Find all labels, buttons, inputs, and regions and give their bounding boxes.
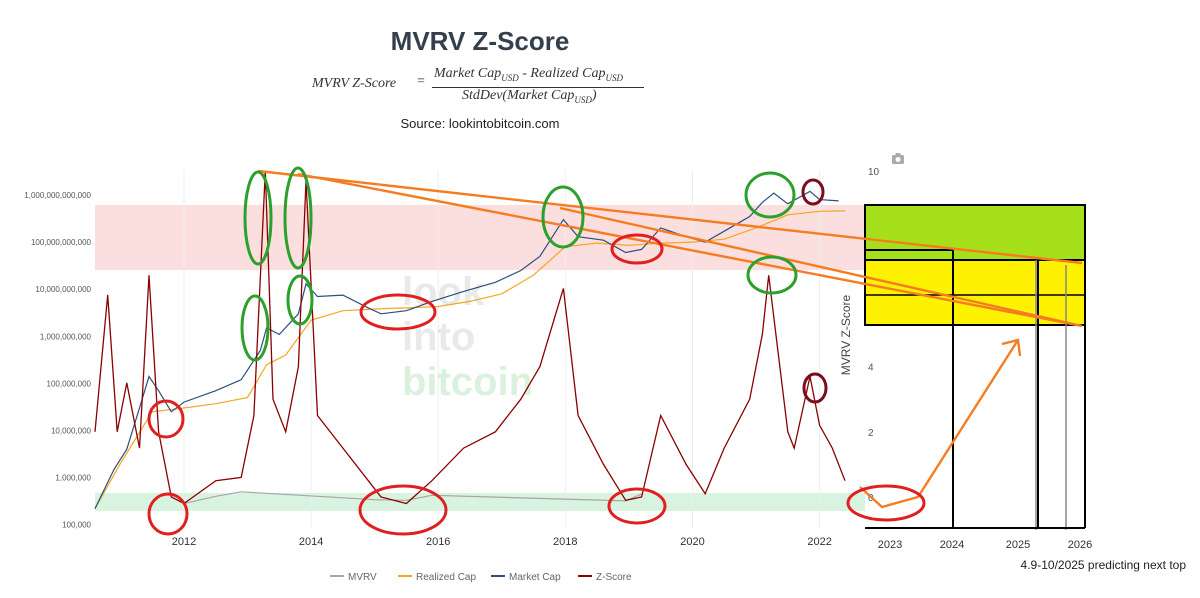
camera-icon[interactable] — [892, 153, 904, 164]
x-axis-ticks: 2012 2014 2016 2018 2020 2022 2023 2024 2025 2026 — [172, 536, 1092, 551]
left-axis-tick-label: 100,000 — [62, 521, 91, 530]
legend-label[interactable]: Z-Score — [596, 572, 632, 583]
darkred-circle-2021-z — [802, 372, 828, 404]
projection-arrow — [859, 339, 1020, 509]
green-circle-2014-cap — [286, 274, 314, 326]
green-circle-2013-top — [243, 170, 273, 266]
formula-numerator: Market CapUSD - Realized CapUSD — [434, 66, 623, 83]
left-axis-ticks: 1,000,000,000,000 100,000,000,000 10,000,0… — [24, 191, 91, 530]
right-axis-tick-label: 4 — [868, 363, 874, 374]
green-circle-2018-top — [541, 185, 585, 249]
red-circle-2011-bottom — [147, 492, 189, 536]
extension-x-tick-label: 2025 — [1006, 539, 1030, 551]
extension-x-tick-label: 2026 — [1068, 539, 1092, 551]
projection-arrowhead — [1001, 338, 1022, 357]
lime-box — [864, 204, 1086, 266]
pink-band — [95, 205, 865, 270]
x-axis-tick-label: 2022 — [807, 536, 831, 548]
series-line-market-cap — [94, 190, 839, 509]
red-circle-2019-bottom — [607, 487, 667, 525]
x-gridlines — [183, 170, 821, 528]
left-axis-tick-label: 100,000,000,000 — [31, 238, 92, 247]
formula-equals: = — [417, 74, 425, 89]
x-axis-tick-label: 2016 — [426, 536, 450, 548]
formula-fraction-bar — [432, 87, 644, 88]
red-circle-2015-bottom — [358, 484, 448, 536]
x-axis-tick-label: 2014 — [299, 536, 323, 548]
formula-lhs: MVRV Z-Score — [312, 76, 397, 91]
x-axis-tick-label: 2020 — [680, 536, 704, 548]
formula-den-close: ) — [591, 88, 597, 103]
yellow-box — [864, 259, 1086, 326]
red-circle-2015-cap — [359, 293, 437, 331]
trend-lines — [257, 169, 1083, 509]
series-line-z-score — [94, 170, 846, 505]
left-axis-tick-label: 100,000,000 — [47, 379, 92, 388]
left-axis-tick-label: 10,000,000,000 — [35, 285, 91, 294]
green-band — [95, 493, 865, 511]
formula-denominator: StdDev(Market CapUSD) — [462, 88, 597, 105]
x-axis-tick-label: 2018 — [553, 536, 577, 548]
legend-label[interactable]: Realized Cap — [416, 572, 476, 583]
darkred-circle-2021-cap — [801, 178, 825, 206]
green-circle-2021-cap — [744, 171, 796, 219]
formula-num-sub1: USD — [501, 72, 519, 83]
formula-den-sub: USD — [574, 94, 592, 105]
formula-num-term2: - Realized Cap — [518, 66, 606, 81]
legend: MVRV Realized Cap Market Cap Z-Score — [330, 572, 632, 583]
right-axis-tick-label: 10 — [868, 167, 880, 178]
green-circle-2014-top — [283, 166, 313, 270]
left-axis-tick-label: 1,000,000,000,000 — [24, 191, 91, 200]
formula-num-sub2: USD — [605, 72, 623, 83]
series-line-realized-cap — [94, 210, 846, 509]
green-circle-2013-cap — [240, 294, 270, 362]
red-circle-2022-bottom — [846, 484, 926, 522]
extension-x-tick-label: 2023 — [878, 539, 902, 551]
right-axis-label: MVRV Z-Score — [839, 294, 853, 375]
trend-line-upper — [257, 169, 1083, 265]
left-axis-tick-label: 1,000,000,000 — [40, 332, 92, 341]
red-circle-2011-cap — [147, 399, 185, 439]
red-circle-2019-cap — [610, 233, 664, 265]
watermark-line2: into — [402, 315, 475, 359]
green-circle-2021-z — [746, 255, 798, 295]
right-axis-tick-label: 2 — [868, 428, 874, 439]
chart-source: Source: lookintobitcoin.com — [400, 116, 560, 131]
left-axis-tick-label: 1,000,000 — [55, 474, 91, 483]
projection-overlay — [864, 204, 1086, 530]
extension-x-tick-label: 2024 — [940, 539, 964, 551]
watermark-line3: bitcoin — [402, 360, 533, 404]
legend-label[interactable]: Market Cap — [509, 572, 561, 583]
trend-line-middle — [559, 206, 1083, 328]
x-axis-tick-label: 2012 — [172, 536, 196, 548]
left-axis-tick-label: 10,000,000 — [51, 427, 92, 436]
footnote: 4.9-10/2025 predicting next top — [1020, 558, 1186, 572]
formula-num-term1: Market Cap — [434, 66, 502, 81]
trend-line-lower — [297, 172, 1083, 328]
chart-title: MVRV Z-Score — [390, 26, 570, 56]
formula-den-term: StdDev(Market Cap — [462, 88, 575, 103]
legend-label[interactable]: MVRV — [348, 572, 377, 583]
